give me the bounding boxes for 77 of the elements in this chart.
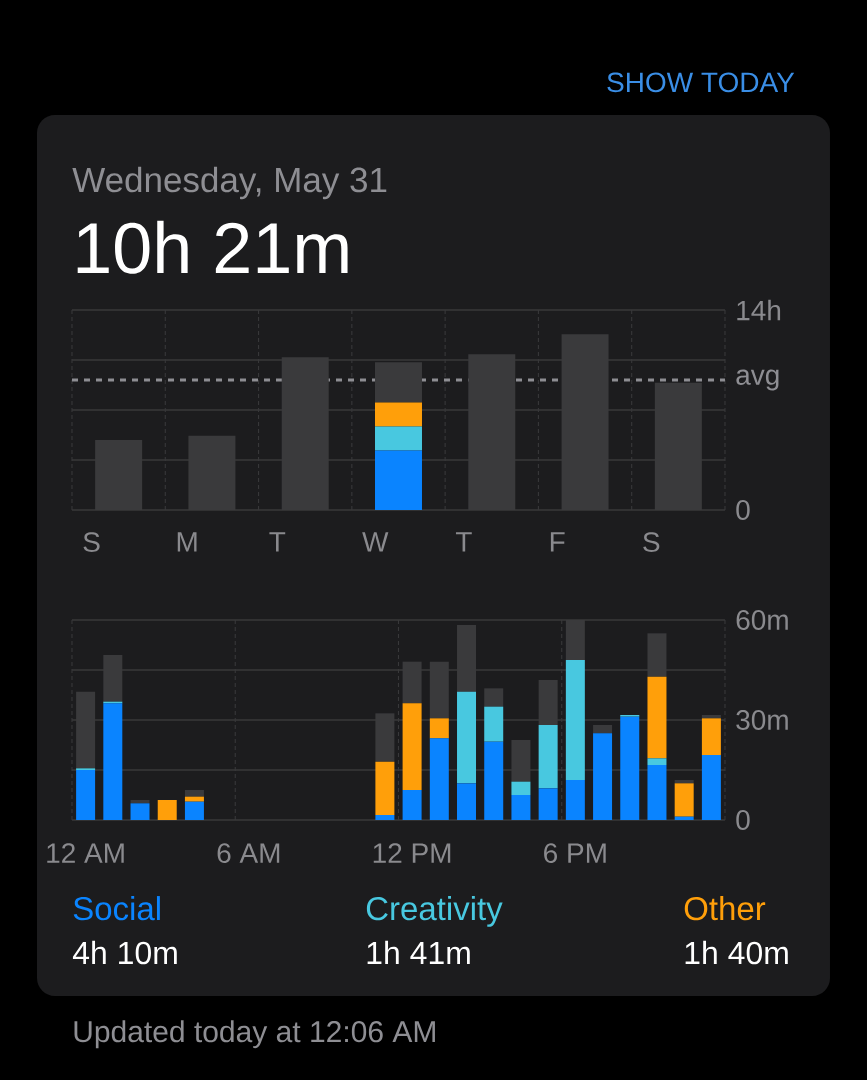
x-tick-label: M	[177, 532, 197, 552]
x-tick-label: T	[455, 532, 472, 552]
bar	[701, 718, 721, 755]
bar	[620, 716, 640, 820]
bar	[402, 661, 422, 704]
y-tick-label: 30m	[736, 710, 788, 730]
y-tick-label: 0	[736, 500, 750, 520]
bar	[674, 783, 694, 817]
bar	[484, 706, 504, 742]
bar	[647, 765, 667, 820]
bar	[701, 715, 721, 719]
bar	[157, 800, 177, 820]
bar	[184, 790, 204, 797]
y-tick-label: 14h	[737, 299, 781, 321]
bar	[484, 741, 504, 820]
bar	[674, 816, 694, 820]
x-tick-label: S	[643, 532, 660, 553]
bar	[647, 633, 667, 677]
bar	[457, 783, 477, 820]
text: Updated today at 12:06 AM	[74, 1020, 435, 1049]
chart-subtitle: 10h 21m	[77, 220, 348, 274]
bar	[103, 655, 123, 702]
bar	[593, 725, 613, 734]
bar	[402, 703, 422, 790]
text: 4h 10m	[72, 940, 177, 965]
bar	[184, 796, 204, 802]
bar	[511, 740, 531, 782]
x-tick-label: F	[550, 532, 565, 552]
chart-title: Wednesday, May 31	[72, 166, 387, 200]
bar	[76, 770, 96, 820]
bar	[375, 761, 395, 815]
bar	[511, 781, 531, 795]
bar	[484, 688, 504, 707]
bar	[375, 402, 422, 427]
bar	[511, 794, 531, 820]
bar	[429, 661, 449, 719]
y-tick-label: 60m	[736, 610, 788, 630]
bar	[538, 788, 558, 820]
bar	[130, 803, 150, 820]
bar	[375, 426, 422, 451]
bar	[130, 800, 150, 804]
bar	[402, 790, 422, 820]
text: 1h 40m	[685, 940, 788, 965]
bar	[457, 625, 477, 692]
bar	[538, 725, 558, 789]
bar	[457, 691, 477, 784]
y-tick-label: 0	[736, 810, 750, 830]
bar	[429, 738, 449, 820]
bar	[375, 450, 422, 510]
x-tick-label: W	[362, 532, 389, 552]
x-tick-label: 6 PM	[544, 843, 606, 864]
text: SHOW TODAY	[607, 72, 795, 93]
bar	[375, 713, 395, 762]
bar	[538, 680, 558, 725]
bar	[647, 676, 667, 759]
bar	[76, 691, 96, 769]
bar	[565, 660, 585, 780]
bar	[375, 814, 395, 820]
bar	[103, 703, 123, 820]
bar	[375, 362, 422, 403]
bar	[674, 780, 694, 784]
text: Creativity	[366, 896, 503, 927]
bar	[647, 758, 667, 765]
text: Social	[73, 896, 160, 921]
bar	[565, 780, 585, 820]
text: 1h 41m	[367, 940, 470, 964]
x-tick-label: 12 PM	[373, 843, 451, 863]
bar	[429, 718, 449, 739]
bar	[593, 733, 613, 820]
text: Other	[684, 896, 766, 921]
x-tick-label: 6 AM	[217, 843, 280, 864]
x-tick-label: S	[83, 532, 100, 553]
x-tick-label: T	[269, 532, 286, 552]
bar	[701, 755, 721, 820]
bar	[184, 801, 204, 820]
x-tick-label: 12 AM	[47, 843, 124, 863]
ref-line-label: avg	[736, 369, 779, 391]
